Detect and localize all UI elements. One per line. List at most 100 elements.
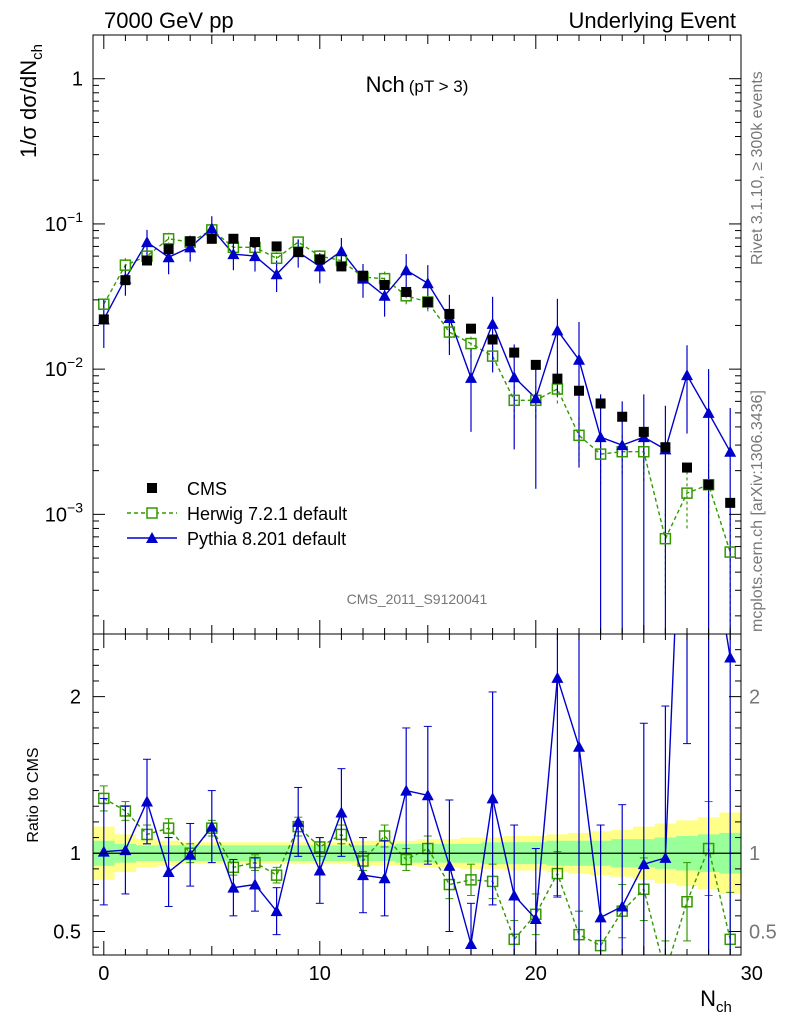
ratio-pythia-point: [421, 789, 434, 801]
herwig-point: [573, 429, 585, 442]
herwig-point: [551, 383, 564, 395]
series-line: [103, 229, 731, 553]
ratio-pythia-point: [486, 792, 499, 804]
ratio-herwig-point: [681, 896, 693, 908]
pythia-point: [249, 250, 261, 262]
ratio-pythia-point: [292, 815, 305, 827]
ratio-pythia-point: [659, 851, 672, 863]
cms-point: [206, 233, 217, 244]
herwig-point: [486, 350, 499, 362]
rivet-version-label: Rivet 3.1.10, ≥ 300k events: [749, 71, 766, 265]
y-axis-label: 1/σ dσ/dNch: [16, 44, 46, 158]
pythia-point: [270, 268, 283, 280]
cms-point: [250, 237, 260, 248]
ratio-herwig-point: [465, 874, 477, 886]
pythia-point: [486, 317, 499, 329]
ratio-pythia-point: [616, 900, 629, 912]
x-tick-label: 30: [741, 963, 763, 985]
cms-point: [617, 411, 628, 422]
ratio-pythia-point: [400, 784, 413, 796]
process-label: Underlying Event: [568, 8, 736, 33]
ratio-pythia-point: [313, 864, 326, 876]
cms-point: [120, 275, 131, 286]
ratio-herwig-point: [270, 869, 283, 881]
ratio-frame: [92, 633, 742, 956]
ratio-y-tick-label: 1: [70, 843, 81, 865]
legend-cms-marker: [147, 483, 157, 493]
cms-point: [682, 462, 692, 473]
cms-point: [293, 247, 304, 258]
cms-point: [271, 241, 282, 252]
cms-point: [444, 308, 455, 319]
herwig-point: [292, 236, 304, 248]
herwig-point: [443, 326, 456, 338]
herwig-point: [270, 252, 283, 265]
pythia-point: [594, 431, 607, 443]
cms-point: [509, 347, 520, 358]
y-tick-label: 10−2: [45, 354, 83, 381]
ratio-pythia-point: [162, 866, 175, 878]
herwig-point: [594, 448, 607, 460]
ratio-pythia-point: [551, 671, 564, 683]
cms-point: [595, 398, 606, 409]
pythia-point: [227, 248, 240, 260]
pythia-point: [465, 371, 477, 383]
ratio-pythia-point: [594, 911, 607, 923]
cms-point: [98, 314, 109, 325]
ratio-pythia-point: [529, 912, 542, 924]
ratio-pythia-point: [681, 330, 693, 341]
ratio-pythia-point: [184, 848, 197, 860]
cms-point: [422, 296, 433, 307]
legend-cms-label: CMS: [187, 479, 227, 499]
cms-point: [638, 426, 649, 437]
legend-pythia-label: Pythia 8.201 default: [187, 529, 346, 549]
pythia-point: [724, 445, 737, 457]
cms-point: [466, 323, 476, 334]
ratio-pythia-point: [637, 858, 650, 870]
herwig-point: [119, 259, 132, 271]
pythia-point: [378, 289, 391, 301]
ratio-y-tick-label-right: 0.5: [749, 922, 777, 944]
ratio-y-axis-label: Ratio to CMS: [25, 747, 42, 842]
herwig-point: [162, 233, 175, 245]
pythia-point: [141, 236, 153, 248]
pythia-point: [162, 251, 175, 263]
ratio-pythia-point: [249, 878, 261, 890]
ratio-pythia-point: [119, 844, 132, 856]
x-tick-label: 20: [525, 963, 547, 985]
legend-herwig-label: Herwig 7.2.1 default: [187, 504, 347, 524]
cms-point: [487, 334, 498, 345]
mcplots-source-label: mcplots.cern.ch [arXiv:1306.3436]: [749, 390, 766, 632]
analysis-watermark: CMS_2011_S9120041: [347, 591, 488, 607]
pythia-point: [313, 260, 326, 272]
pythia-point: [205, 222, 218, 234]
ratio-y-tick-label: 0.5: [53, 922, 81, 944]
pythia-point: [335, 245, 348, 257]
herwig-point: [638, 445, 650, 458]
beam-label: 7000 GeV pp: [104, 8, 234, 33]
cms-point: [163, 244, 174, 255]
ratio-pythia-point: [378, 872, 391, 884]
pythia-point: [184, 241, 197, 253]
x-tick-label: 0: [98, 963, 109, 985]
pythia-point: [508, 371, 521, 383]
cms-point: [379, 279, 390, 290]
ratio-y-tick-label-right: 1: [749, 843, 760, 865]
herwig-point: [724, 546, 736, 558]
herwig-point: [508, 394, 520, 407]
herwig-point: [659, 532, 672, 545]
cms-point: [314, 254, 325, 265]
legend-herwig-marker: [146, 507, 158, 519]
herwig-point: [98, 298, 110, 310]
cms-point: [142, 255, 152, 266]
ratio-herwig-point: [400, 853, 412, 866]
ratio-herwig-point: [660, 967, 670, 977]
ratio-pythia-point: [141, 795, 153, 807]
ratio-pythia-point: [465, 938, 477, 950]
cms-point: [703, 479, 714, 490]
pythia-point: [421, 277, 434, 289]
ratio-pythia-point: [357, 869, 369, 881]
ratio-pythia-point: [270, 905, 283, 917]
